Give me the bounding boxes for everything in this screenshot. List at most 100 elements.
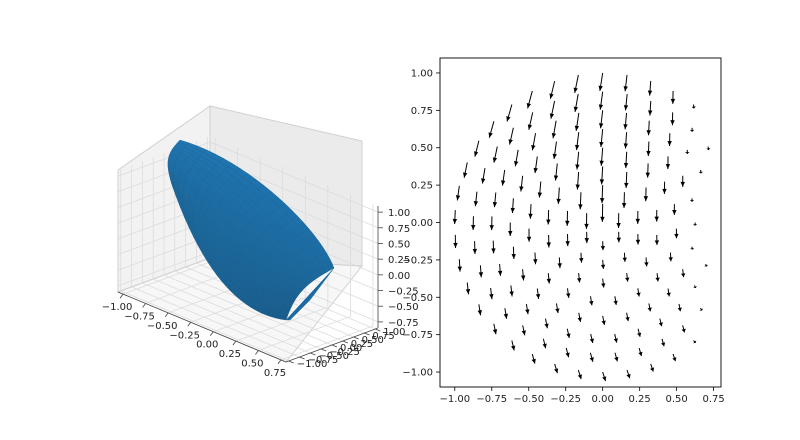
quiver-arrow-head [473,201,479,207]
y-tick-label: 0.25 [351,339,373,350]
quiver-arrow-head [650,367,655,372]
quiver-arrow-head [519,186,524,192]
quiver-arrow-head [672,357,677,362]
quiver-arrow-head [599,198,605,204]
quiver-arrow-head [645,172,651,178]
quiver-arrow-head [658,322,663,327]
quiver-arrow-head [546,242,551,248]
quiver-arrow-head [553,175,559,181]
y-tick-label: −0.75 [402,330,433,341]
quiver-arrow-head [566,293,571,298]
quiver-arrow-head [693,340,697,344]
quiver-arrow-head [646,150,651,156]
y-gridline [152,156,322,350]
y-tick [299,356,305,360]
quiver-arrow-head [614,356,619,362]
x-tick-label: −0.75 [476,394,507,405]
quiver-arrow-head [601,320,606,325]
y-tick-label: −1.00 [297,359,328,370]
quiver-arrow-head [544,323,549,329]
quiver-arrow-head [674,233,679,239]
quiver-arrow-head [528,213,533,219]
x-tick [187,322,192,327]
quiver-arrow-head [625,316,630,322]
quiver-arrow-head [685,151,690,154]
y-gridline [163,153,333,346]
quiver-arrow-head [637,332,642,337]
quiver-arrow-head [508,231,513,236]
quiver-arrow-head [623,124,628,130]
quiver-arrow-head [455,195,461,201]
y-tick-label: 0.00 [340,343,362,354]
quiver-arrow-head [692,224,698,226]
x-tick-label: 0.00 [196,340,218,351]
x-tick [232,340,237,346]
surface-3d-plot: −1.00−0.75−0.50−0.250.000.250.500.75−1.0… [102,105,419,379]
quiver-arrows [452,72,711,382]
quiver-arrow-head [503,313,509,319]
quiver-arrow-head [549,93,554,99]
surface-end-cap [285,267,335,321]
quiver-arrow-head [506,116,511,122]
x-tick-label: −0.50 [147,321,178,332]
quiver-arrow-head [646,130,651,136]
quiver-arrow-head [693,285,698,288]
quiver-arrow-head [577,374,582,380]
quiver-arrow-head [643,196,649,202]
quiver-arrow-head [654,240,660,245]
quiver-arrow-head [462,172,468,178]
quiver-arrow-head [574,144,580,151]
z-gridline [117,141,379,213]
quiver-arrow-head [573,87,578,93]
quiver-arrow-head [638,351,643,356]
x-tick-label: 0.25 [219,349,241,360]
quiver-arrow-head [602,376,607,382]
quiver-arrow-head [533,167,538,174]
quiver-arrow-head [584,223,589,229]
quiver-arrow-head [589,338,594,344]
quiver-arrow-head [647,307,652,312]
quiver-arrow-head [626,373,631,379]
quiver-arrow-head [565,352,570,358]
surface [167,139,335,321]
x-tick-label: −1.00 [439,394,470,405]
quiver-arrow-head [689,129,695,132]
quiver-arrow-head [666,292,671,297]
quiver-arrow-head [625,277,630,282]
x-tick [277,359,282,365]
x-tick-label: −1.00 [102,302,133,313]
quiver-arrow-head [623,105,629,111]
x-gridline [258,194,351,351]
quiver-arrow-head [681,328,686,333]
quiver-arrow-head [589,357,594,362]
quiver-arrow-head [579,258,584,263]
y-tick-label: −0.75 [308,355,339,366]
quiver-arrow-head [551,132,557,139]
quiver-arrow-head [600,246,606,251]
x-tick [255,350,259,355]
quiver-arrow-head [478,272,484,278]
quiver-arrow-head [513,161,519,167]
y-tick [353,336,359,340]
quiver-arrow-head [509,291,514,297]
x-tick-label: 0.25 [629,394,651,405]
x-tick-label: −0.50 [513,394,544,405]
quiver-arrow-head [623,86,628,92]
quiver-arrow-head [668,257,673,262]
quiver-arrow-head [574,125,580,131]
quiver-arrow-head [510,345,516,351]
quiver-arrow-head [576,277,582,283]
quiver-arrow-head [527,124,533,130]
quiver-arrow-head [635,218,640,224]
x-tick-label: 0.50 [665,394,687,405]
x-tick [164,312,169,318]
quiver-arrow-head [535,293,541,299]
quiver-axes-frame [439,57,722,388]
quiver-arrow-head [537,192,543,198]
y-tick-label: −1.00 [402,368,433,379]
quiver-arrow-head [491,248,496,254]
quiver-arrow-head [557,263,562,269]
quiver-arrow-head [575,164,580,170]
quiver-arrow-head [691,106,696,109]
quiver-arrow-head [521,330,526,336]
